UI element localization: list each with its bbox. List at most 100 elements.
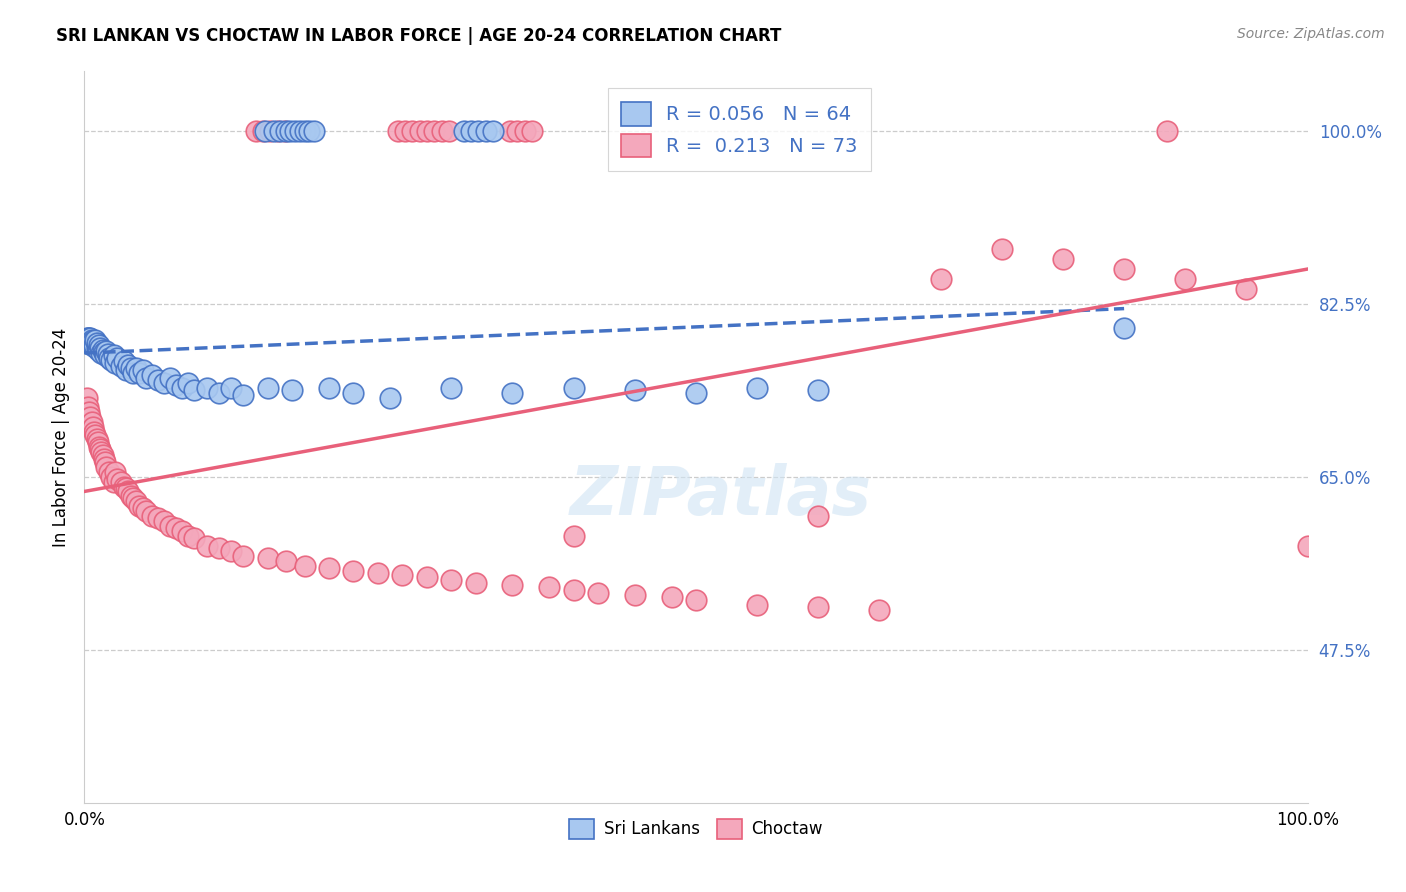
Point [467, 123, 489, 137]
Point [80, 336, 103, 351]
Point [77, 336, 100, 351]
Point [159, 371, 181, 385]
Point [91, 448, 114, 462]
Point [624, 588, 647, 602]
Point [281, 383, 304, 397]
Point [195, 539, 218, 553]
Point [110, 475, 132, 489]
Point [538, 580, 561, 594]
Point [82, 420, 104, 434]
Point [342, 564, 364, 578]
Point [83, 425, 105, 439]
Point [125, 360, 148, 375]
Point [115, 482, 138, 496]
Point [82, 339, 104, 353]
Point [562, 583, 585, 598]
Point [104, 356, 127, 370]
Point [245, 123, 267, 137]
Point [87, 343, 110, 357]
Point [122, 491, 145, 506]
Point [1236, 282, 1258, 296]
Point [183, 383, 205, 397]
Point [100, 353, 122, 368]
Point [82, 334, 104, 349]
Point [513, 123, 536, 137]
Point [416, 570, 439, 584]
Point [93, 451, 115, 466]
Point [252, 123, 274, 137]
Point [83, 338, 105, 352]
Point [257, 381, 280, 395]
Point [232, 387, 254, 401]
Point [464, 576, 486, 591]
Point [93, 345, 115, 359]
Point [172, 524, 194, 538]
Point [453, 123, 475, 137]
Point [685, 385, 707, 400]
Point [440, 381, 463, 395]
Point [132, 363, 155, 377]
Point [304, 123, 326, 137]
Point [77, 331, 100, 345]
Point [208, 541, 231, 555]
Point [929, 272, 952, 286]
Point [869, 603, 891, 617]
Point [586, 586, 609, 600]
Point [86, 341, 108, 355]
Point [125, 494, 148, 508]
Point [132, 501, 155, 516]
Point [195, 381, 218, 395]
Point [278, 123, 301, 137]
Text: Source: ZipAtlas.com: Source: ZipAtlas.com [1237, 27, 1385, 41]
Point [90, 346, 112, 360]
Point [135, 371, 157, 385]
Point [747, 381, 769, 395]
Point [141, 509, 163, 524]
Point [112, 479, 135, 493]
Point [298, 123, 321, 137]
Point [269, 123, 291, 137]
Point [232, 549, 254, 563]
Point [807, 383, 830, 397]
Point [208, 385, 231, 400]
Point [284, 123, 307, 137]
Point [380, 391, 402, 405]
Point [276, 554, 298, 568]
Point [110, 359, 132, 373]
Point [177, 376, 200, 390]
Point [183, 531, 205, 545]
Point [128, 500, 150, 514]
Point [80, 333, 103, 347]
Point [94, 455, 117, 469]
Point [747, 598, 769, 612]
Y-axis label: In Labor Force | Age 20-24: In Labor Force | Age 20-24 [52, 327, 70, 547]
Point [128, 366, 150, 380]
Point [103, 475, 125, 489]
Point [77, 405, 100, 419]
Point [342, 385, 364, 400]
Point [294, 123, 316, 137]
Point [84, 333, 107, 347]
Text: SRI LANKAN VS CHOCTAW IN LABOR FORCE | AGE 20-24 CORRELATION CHART: SRI LANKAN VS CHOCTAW IN LABOR FORCE | A… [56, 27, 782, 45]
Point [76, 391, 98, 405]
Point [94, 348, 117, 362]
Point [1052, 252, 1074, 267]
Point [153, 376, 176, 390]
Point [474, 123, 496, 137]
Point [661, 591, 683, 605]
Point [100, 469, 122, 483]
Point [77, 401, 100, 415]
Point [263, 123, 285, 137]
Point [259, 123, 281, 137]
Point [274, 123, 297, 137]
Point [460, 123, 482, 137]
Point [79, 331, 101, 345]
Point [437, 123, 460, 137]
Point [562, 529, 585, 543]
Point [104, 465, 127, 479]
Point [1174, 272, 1197, 286]
Point [219, 543, 242, 558]
Point [394, 123, 416, 137]
Point [153, 514, 176, 528]
Point [288, 123, 311, 137]
